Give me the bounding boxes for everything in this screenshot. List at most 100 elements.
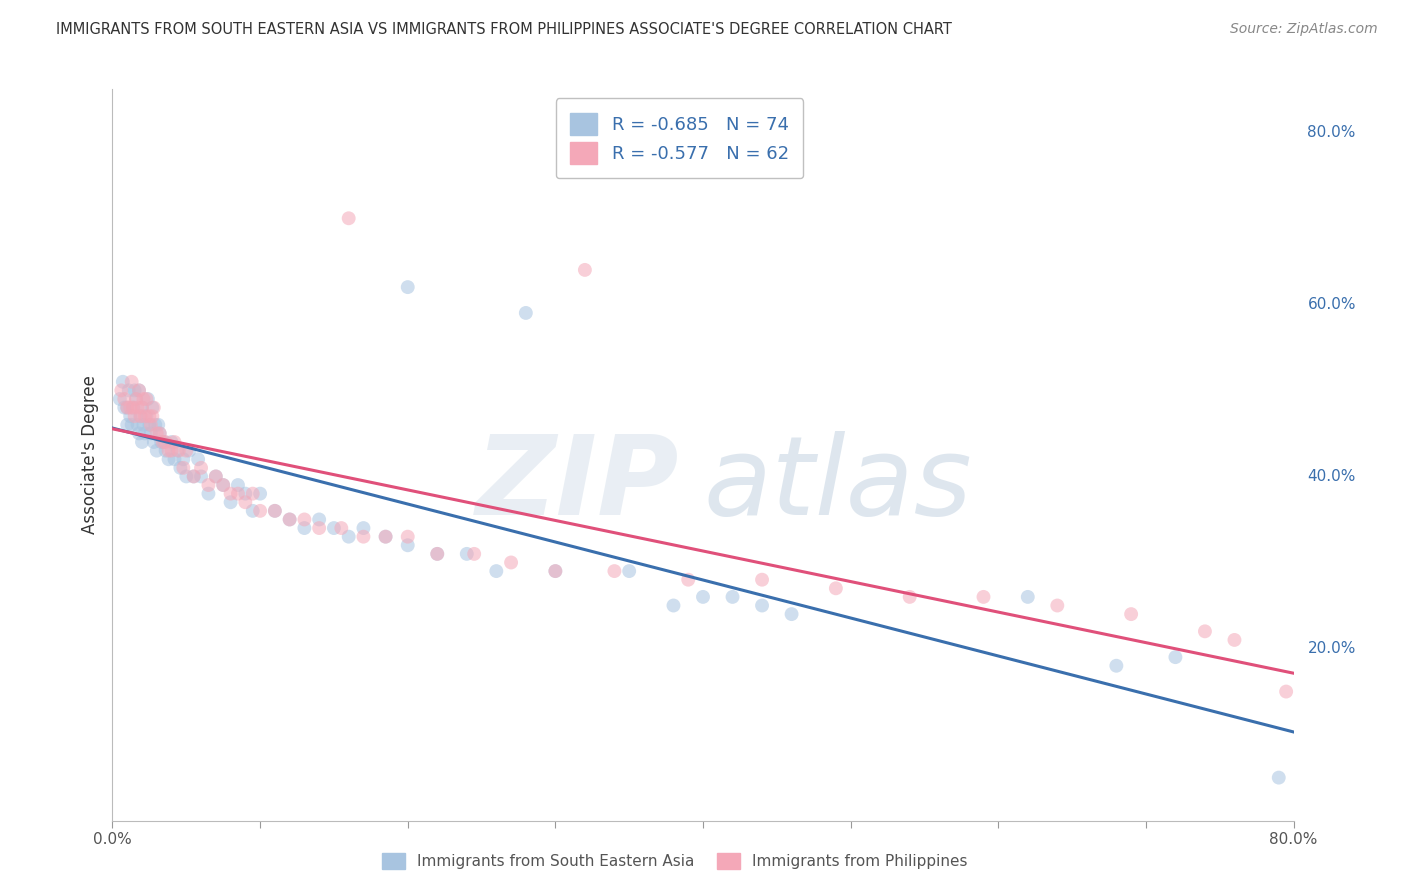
Point [112,392,135,406]
Point [751,573,773,587]
Point [129,409,152,424]
Point [197,486,219,500]
Point [169,460,191,475]
Text: 60.0%: 60.0% [1308,297,1355,312]
Point [128,384,150,398]
Point [574,263,596,277]
Point [242,504,264,518]
Point [157,443,180,458]
Point [152,435,174,450]
Point [111,375,134,389]
Point [396,538,419,552]
Point [146,443,169,458]
Point [692,590,714,604]
Point [146,426,169,441]
Point [141,409,163,424]
Point [134,426,156,441]
Point [128,426,150,441]
Point [426,547,449,561]
Point [308,521,330,535]
Point [120,401,142,415]
Point [352,530,374,544]
Point [226,486,249,500]
Point [1105,658,1128,673]
Point [183,469,205,483]
Point [150,435,173,450]
Text: IMMIGRANTS FROM SOUTH EASTERN ASIA VS IMMIGRANTS FROM PHILIPPINES ASSOCIATE'S DE: IMMIGRANTS FROM SOUTH EASTERN ASIA VS IM… [56,22,952,37]
Point [190,460,212,475]
Point [1275,684,1298,698]
Point [125,392,148,406]
Point [323,521,346,535]
Point [751,599,773,613]
Point [973,590,995,604]
Point [153,435,176,450]
Point [1268,771,1291,785]
Point [374,530,396,544]
Point [456,547,478,561]
Point [132,417,155,432]
Point [139,426,162,441]
Point [135,409,157,424]
Text: 80.0%: 80.0% [1308,125,1355,140]
Point [132,392,155,406]
Point [142,401,165,415]
Point [138,409,160,424]
Point [278,512,301,526]
Point [1017,590,1039,604]
Point [374,530,396,544]
Point [212,478,235,492]
Point [233,495,256,509]
Point [131,401,153,415]
Point [110,384,132,398]
Point [166,443,188,458]
Point [135,392,157,406]
Point [226,478,249,492]
Point [167,443,190,458]
Point [160,443,183,458]
Point [337,530,360,544]
Point [544,564,567,578]
Point [330,521,353,535]
Point [149,426,172,441]
Point [118,384,141,398]
Point [163,435,186,450]
Point [205,469,228,483]
Point [426,547,449,561]
Point [179,443,201,458]
Legend: Immigrants from South Eastern Asia, Immigrants from Philippines: Immigrants from South Eastern Asia, Immi… [375,847,974,875]
Point [141,401,163,415]
Point [242,486,264,500]
Point [124,409,146,424]
Point [603,564,626,578]
Point [120,409,142,424]
Text: atlas: atlas [703,431,972,538]
Point [149,426,172,441]
Point [127,417,149,432]
Point [278,512,301,526]
Point [264,504,287,518]
Point [1223,632,1246,647]
Point [515,306,537,320]
Point [1046,599,1069,613]
Point [292,512,315,526]
Point [501,556,523,570]
Point [396,280,419,294]
Point [544,564,567,578]
Point [138,417,160,432]
Point [1119,607,1142,621]
Point [131,401,153,415]
Point [121,417,143,432]
Point [131,435,153,450]
Point [780,607,803,621]
Point [163,452,186,467]
Point [121,375,143,389]
Point [157,452,180,467]
Point [148,417,170,432]
Point [292,521,315,535]
Point [139,417,162,432]
Point [212,478,235,492]
Point [249,486,271,500]
Text: ZIP: ZIP [475,431,679,538]
Point [337,211,360,226]
